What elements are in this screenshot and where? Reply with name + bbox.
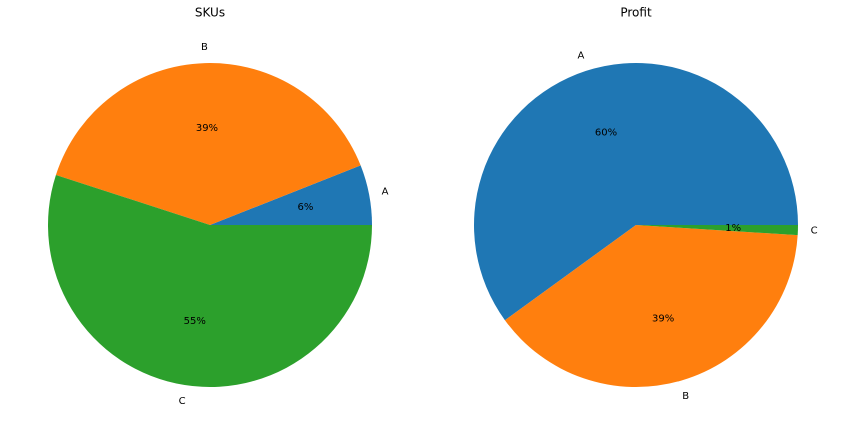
- percent-label: 6%: [298, 202, 314, 213]
- category-label: A: [578, 51, 585, 62]
- pie-wedge: [473, 62, 798, 321]
- category-label: A: [382, 187, 389, 198]
- category-label: C: [811, 226, 818, 237]
- percent-label: 1%: [725, 223, 741, 234]
- chart-title: SKUs: [195, 6, 225, 20]
- percent-label: 39%: [652, 313, 674, 324]
- category-label: B: [201, 42, 208, 53]
- category-label: C: [179, 396, 186, 407]
- chart-title: Profit: [620, 6, 652, 20]
- category-label: B: [682, 391, 689, 402]
- percent-label: 60%: [595, 128, 617, 139]
- pie-wedge: [210, 165, 372, 225]
- pie-wedge: [48, 174, 373, 387]
- percent-label: 39%: [196, 123, 218, 134]
- pie-wedge: [55, 63, 361, 226]
- percent-label: 55%: [184, 316, 206, 327]
- pie-wedge: [636, 225, 798, 236]
- pie-wedge: [504, 225, 798, 388]
